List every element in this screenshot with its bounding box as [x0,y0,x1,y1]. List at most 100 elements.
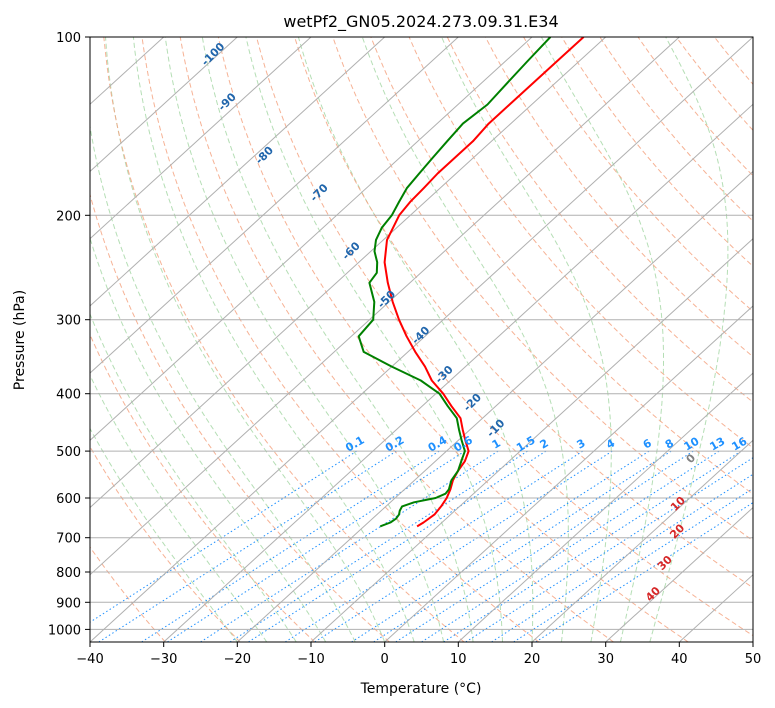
x-tick-label: −10 [297,652,324,667]
y-tick-label: 900 [56,596,81,611]
chart-title: wetPf2_GN05.2024.273.09.31.E34 [283,12,558,32]
y-tick-label: 800 [56,566,81,581]
mixing-ratio-line [141,450,440,642]
moist-adiabat-line [649,37,729,642]
x-tick-label: 40 [671,652,688,667]
moist-adiabat-line [540,37,664,642]
plot-frame [89,36,754,643]
isotherms [90,37,753,642]
y-tick-label: 400 [56,388,81,403]
x-axis-title: Temperature (°C) [360,681,482,697]
dry-adiabat-line [141,37,540,642]
moist-adiabat-line [90,236,327,642]
dry-adiabat-line [179,37,614,642]
isotherm-line [90,37,312,240]
dry-adiabat-line [256,37,753,637]
moist-adiabat-line [245,37,503,642]
moist-adiabat-line [132,37,415,642]
moist-adiabat-line [361,37,569,642]
x-tick-label: 0 [381,652,389,667]
dry-adiabat-line [90,333,316,642]
mixing-ratio-line [284,450,584,642]
isotherm-line [90,37,533,442]
isotherm-line [531,439,753,642]
x-tick-label: 30 [597,652,614,667]
temperature-profile-line [383,37,585,528]
mixing-ratio-line [314,450,613,642]
isotherm-line [236,170,753,642]
dry-adiabat-line [484,37,753,358]
mixing-ratio-line [513,487,753,642]
mixing-ratio-line [421,450,720,642]
isotherm-line [605,506,753,642]
mixing-ratio-line [465,457,753,642]
dry-adiabat-line [294,37,753,589]
plot-area: -100-90-80-70-60-50-40-30-20-100.1 0.2 0.4… [90,37,772,642]
x-tick-label: 10 [450,652,467,667]
isotherm-line [90,37,386,307]
isotherm-line [90,37,753,642]
moist-adiabat-line [441,37,612,642]
x-tick-label: 50 [745,652,762,667]
moist-adiabats [90,37,729,642]
x-tick-label: −30 [150,652,177,667]
mixing-ratio-label: 20 [752,434,772,453]
moist-adiabat-line [164,37,445,642]
y-axis: 100 200 300 400 500 600 700 800 900 1000 [48,31,90,638]
mixing-ratio-line [167,450,466,642]
x-axis: −40 −30 −20 −10 0 10 20 30 40 50 [76,642,761,667]
dry-adiabat-line [370,37,753,495]
mixing-ratio-line [491,473,753,642]
isotherm-line [90,37,680,576]
mixing-ratio-line [200,450,499,642]
isotherm-line [90,37,607,509]
mixing-ratio-line [90,450,357,623]
dry-adiabat-line [332,37,753,542]
dry-adiabat-line [523,37,753,313]
y-tick-label: 200 [56,209,81,224]
mixing-ratio-line [373,450,672,642]
isotherm-line [163,103,753,642]
isotherm-line [90,37,238,173]
dry-adiabat-line [637,37,753,177]
y-tick-label: 700 [56,532,81,547]
moist-adiabat-line [297,37,534,642]
dry-adiabat-line [408,37,753,449]
isotherm-line [457,372,753,642]
x-tick-label: −20 [224,652,251,667]
dry-adiabat-line [90,192,390,642]
mixing-ratio-line [98,450,397,642]
moist-adiabat-line [201,37,474,642]
dry-adiabats [90,37,753,642]
mixing-ratio-line [248,450,547,642]
isotherm-line [384,305,753,642]
dry-adiabat-line [103,37,465,642]
y-tick-label: 600 [56,492,81,507]
mixing-ratio-line [443,450,742,642]
isotherm-line [90,37,459,374]
y-tick-label: 300 [56,314,81,329]
y-axis-title: Pressure (hPa) [12,290,28,390]
isotherm-line [310,237,753,642]
y-tick-label: 500 [56,445,81,460]
series-lines [357,37,585,528]
moist-adiabat-line [90,374,268,642]
moist-adiabat-line [90,427,238,642]
mixing-ratio-line [229,450,528,642]
mixing-ratio-line [535,502,753,642]
mixing-ratio-line [395,450,694,642]
moist-adiabat-line [90,312,297,642]
dry-adiabat-line [446,37,753,403]
y-tick-label: 100 [56,31,81,46]
moist-adiabat-line [90,123,356,642]
isobars [90,37,753,630]
x-tick-label: −40 [76,652,103,667]
y-tick-label: 1000 [48,623,81,638]
mixing-ratio-line [351,450,650,642]
dewpoint-profile-line [357,37,552,528]
dry-adiabat-line [599,37,753,222]
mixing-ratio-lines [90,450,753,642]
x-tick-label: 20 [524,652,541,667]
